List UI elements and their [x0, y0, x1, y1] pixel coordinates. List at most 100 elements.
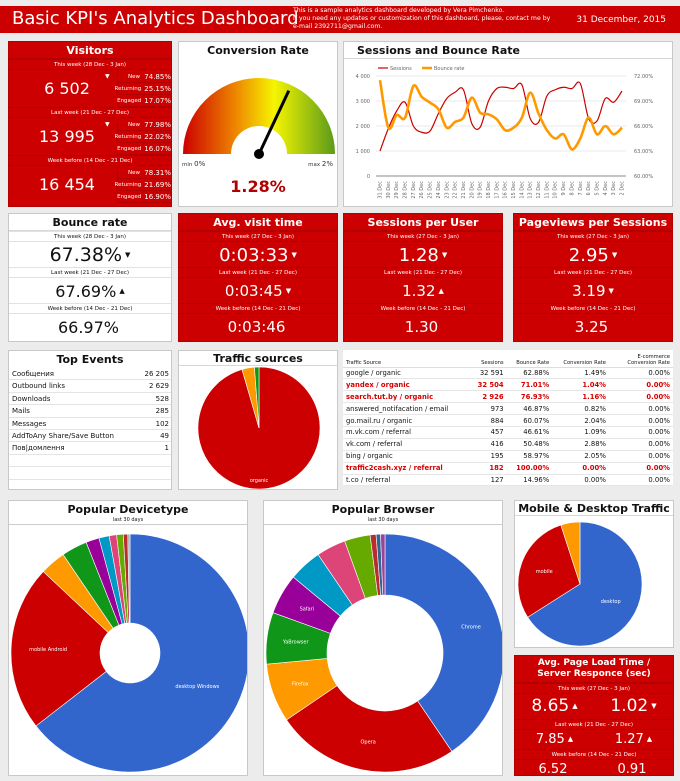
y-right-tick: 69.00% — [634, 99, 653, 105]
bounce-period-label: Week before (14 Dec - 21 Dec) — [9, 303, 171, 314]
browser-subtitle: last 30 days — [264, 516, 502, 525]
table-header[interactable]: Traffic Source — [343, 350, 470, 368]
devicetype-subtitle: last 30 days — [9, 516, 247, 525]
page-load-period-label: Week before (14 Dec - 21 Dec) — [515, 749, 673, 760]
cell-ecom: 0.00% — [609, 378, 673, 392]
table-row[interactable]: yandex / organic 32 504 71.01% 1.04% 0.00% — [343, 378, 673, 392]
sessions-per-user-title: Sessions per User — [344, 214, 502, 231]
gauge-max-value: 2% — [321, 160, 333, 168]
table-row[interactable]: google / organic 32 591 62.88% 1.49% 0.00% — [343, 367, 673, 380]
cell-sessions: 127 — [469, 474, 507, 487]
page-load-value: 6.52 — [538, 762, 568, 776]
pie-slice-label: desktop — [601, 599, 621, 605]
conversion-title: Conversion Rate — [207, 44, 309, 57]
bounce-period-label: This week (28 Dec - 3 Jan) — [9, 231, 171, 242]
table-row[interactable]: search.tut.by / organic 2 926 76.93% 1.16% 0… — [343, 390, 673, 404]
table-row[interactable]: answered_notifacation / email 973 46.87% 0.… — [343, 402, 673, 416]
cell-src: t.co / referral — [343, 474, 470, 487]
pageviews-value: 3.25 — [574, 318, 609, 336]
pie-slice-mobile[interactable] — [517, 524, 581, 618]
page-load-time: 8.65 ▲ — [515, 694, 594, 719]
x-tick: 6 Dec — [586, 181, 592, 196]
conversion-gauge — [183, 78, 335, 159]
x-tick: 29 Dec — [394, 181, 400, 199]
cell-src: go.mail.ru / organic — [343, 414, 470, 427]
bounce-value: 67.69% — [55, 282, 117, 301]
cell-sessions: 32 504 — [469, 378, 507, 392]
pie-slice-opera[interactable] — [286, 685, 453, 773]
x-tick: 5 Dec — [594, 181, 600, 196]
trend-arrow-icon: ▼ — [285, 287, 292, 295]
y-right-tick: 72.00% — [634, 74, 653, 80]
pie-slice-label: Opera — [360, 739, 375, 745]
pie-slice-chrome[interactable] — [384, 533, 503, 752]
pie-slice-other-6[interactable] — [380, 533, 386, 596]
pie-slice-desktop-windows[interactable] — [35, 533, 248, 773]
visitors-period-row: 16 454 New 78.31% Returning 21.69% Engaged 16.… — [9, 166, 171, 203]
trend-arrow-icon: ▼ — [651, 702, 657, 710]
table-header[interactable]: Sessions — [469, 350, 507, 368]
gauge-min-label: min — [182, 162, 193, 168]
sessions-user-period-label: This week (27 Dec - 3 Jan) — [344, 231, 502, 242]
table-header[interactable]: E-commerce Conversion Rate — [609, 350, 673, 368]
sessions-user-value: 1.30 — [404, 318, 439, 336]
visitors-returning-row: Returning 21.69% — [115, 179, 171, 191]
pie-slice-desktop[interactable] — [527, 521, 643, 647]
x-tick: 13 Dec — [528, 181, 534, 199]
table-header[interactable]: Bounce Rate — [506, 350, 553, 368]
x-tick: 28 Dec — [403, 181, 409, 199]
pie-slice-email[interactable] — [254, 366, 260, 429]
server-response-time: 1.27 ▲ — [594, 730, 673, 749]
table-row[interactable]: vk.com / referral 416 50.48% 2.88% 0.00% — [343, 438, 673, 451]
pie-slice-label: Chrome — [461, 625, 481, 631]
server-response-value: 1.02 — [610, 696, 649, 716]
table-row[interactable]: m.vk.com / referral 457 46.61% 1.09% 0.00% — [343, 426, 673, 439]
pie-slice-mobile-android[interactable] — [10, 571, 109, 727]
table-row[interactable]: traffic2cash.xyz / referral 182 100.00% 0.0… — [343, 462, 673, 475]
y-right-tick: 60.00% — [634, 174, 653, 180]
bounce-period-row: 67.38% ▼ — [9, 242, 171, 267]
cell-src: vk.com / referral — [343, 438, 470, 451]
y-right-tick: 66.00% — [634, 124, 653, 130]
bounce-period-row: 66.97% — [9, 314, 171, 339]
pie-slice-tablet[interactable] — [560, 521, 581, 585]
table-row[interactable]: bing / organic 195 58.97% 2.05% 0.00% — [343, 450, 673, 463]
event-row-empty — [9, 480, 171, 489]
browser-title: Popular Browser — [331, 503, 435, 516]
bounce-period-row: 67.69% ▲ — [9, 278, 171, 303]
visitors-engaged-value: 16.07% — [144, 145, 171, 153]
event-row-empty — [9, 467, 171, 480]
event-row: Mails 285 — [9, 405, 171, 418]
cell-bounce: 14.96% — [506, 474, 553, 487]
header-note-line-3[interactable]: e-mail 2392711@gmail.com. — [293, 23, 383, 30]
cell-src: google / organic — [343, 367, 470, 380]
x-tick: 16 Dec — [503, 181, 509, 199]
server-response-time: 1.02 ▼ — [594, 694, 673, 719]
visitors-new-value: 74.85% — [144, 73, 171, 81]
visitors-count: 6 502 — [44, 79, 90, 98]
pageviews-period-label: This week (27 Dec - 3 Jan) — [514, 231, 672, 242]
server-response-value: 0.91 — [617, 762, 647, 776]
visit-time-period-row: 0:03:45 ▼ — [179, 278, 337, 303]
pie-slice-label: desktop Windows — [175, 684, 219, 690]
cell-ecom: 0.00% — [609, 450, 673, 463]
table-row[interactable]: go.mail.ru / organic 884 60.07% 2.04% 0.00% — [343, 414, 673, 427]
x-tick: 4 Dec — [603, 181, 609, 196]
pageviews-period-row: 3.19 ▼ — [514, 278, 672, 303]
visitors-engaged-value: 16.90% — [144, 193, 171, 201]
gauge-min: min 0% — [182, 160, 205, 168]
x-tick: 25 Dec — [428, 181, 434, 199]
cell-conv: 1.04% — [552, 378, 609, 392]
cell-conv: 1.09% — [552, 426, 609, 439]
x-tick: 14 Dec — [519, 181, 525, 199]
table-row[interactable]: t.co / referral 127 14.96% 0.00% 0.00% — [343, 474, 673, 487]
pie-slice-other-8[interactable] — [127, 533, 131, 624]
pageviews-period-label: Last week (21 Dec - 27 Dec) — [514, 267, 672, 278]
header-note-line-1: This is a sample analytics dashboard dev… — [293, 7, 505, 14]
cell-conv: 2.05% — [552, 450, 609, 463]
cell-bounce: 71.01% — [506, 378, 553, 392]
visit-time-title: Avg. visit time — [179, 214, 337, 231]
bounce-period-label: Last week (21 Dec - 27 Dec) — [9, 267, 171, 278]
table-header[interactable]: Conversion Rate — [552, 350, 609, 368]
visitors-returning-value: 25.15% — [144, 85, 171, 93]
